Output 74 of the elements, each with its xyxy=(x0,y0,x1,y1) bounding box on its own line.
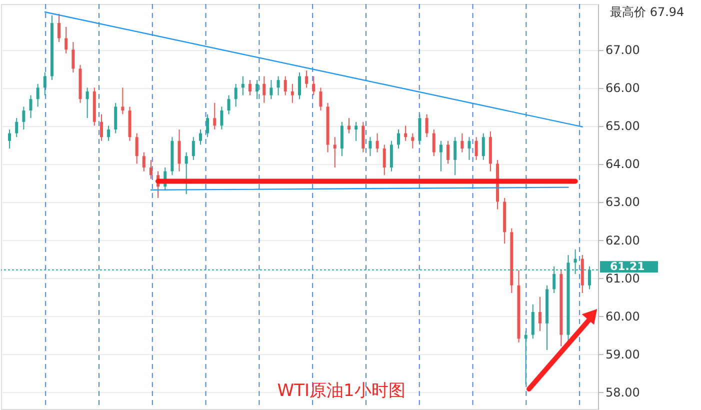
y-tick-label: 67.00 xyxy=(606,43,640,58)
text: 最高价 67.94 xyxy=(610,5,684,19)
candlestick xyxy=(276,76,280,96)
candlestick xyxy=(262,76,266,104)
candlestick xyxy=(319,87,322,111)
candlestick xyxy=(390,140,393,172)
candlestick xyxy=(397,128,400,150)
candlestick xyxy=(213,102,216,130)
y-tick-label: 58.00 xyxy=(606,385,640,400)
candlestick xyxy=(43,72,46,96)
candlestick xyxy=(178,128,181,172)
candlestick xyxy=(439,140,442,172)
y-tick-label: 65.00 xyxy=(606,119,640,134)
candlestick xyxy=(149,159,152,180)
candlestick xyxy=(114,102,118,134)
candlestick xyxy=(460,132,464,153)
candlestick xyxy=(8,128,12,150)
candlestick xyxy=(86,87,89,119)
candlestick xyxy=(72,42,75,73)
candlestick xyxy=(404,125,408,142)
candlestick xyxy=(531,304,534,340)
candlestick xyxy=(107,125,110,142)
candlestick xyxy=(256,80,259,100)
candlestick xyxy=(220,106,224,130)
candlestick xyxy=(100,114,103,142)
candlestick xyxy=(298,72,301,100)
candlestick xyxy=(425,114,428,138)
candlestick xyxy=(354,121,358,142)
candlestick xyxy=(368,136,372,157)
candlestick xyxy=(290,83,294,104)
candlestick xyxy=(192,136,195,160)
y-tick-label: 59.00 xyxy=(606,347,640,362)
candlestick xyxy=(227,94,230,115)
candlestick xyxy=(142,152,146,172)
y-tick-label: 62.00 xyxy=(606,233,640,248)
candlestick xyxy=(58,13,61,43)
candlestick xyxy=(305,70,308,88)
candlestick xyxy=(241,76,244,96)
candlestick xyxy=(184,152,188,195)
y-tick-label: 64.00 xyxy=(606,157,640,172)
candlestick xyxy=(340,121,344,157)
candlestick xyxy=(270,80,273,100)
y-tick-label: 60.00 xyxy=(606,309,640,324)
candlestick xyxy=(312,76,316,96)
candlestick xyxy=(333,136,336,168)
candlestick xyxy=(198,128,202,146)
candlestick xyxy=(382,144,386,176)
candlestick xyxy=(234,83,238,108)
candlestick xyxy=(468,136,471,160)
candlestick xyxy=(206,114,210,138)
candlestick xyxy=(474,136,478,160)
candlestick xyxy=(432,128,436,157)
candlestick xyxy=(22,106,26,130)
candlestick xyxy=(36,83,40,108)
candlestick xyxy=(538,296,542,332)
candlestick xyxy=(454,136,457,176)
text: WTI原油1小时图 xyxy=(277,381,406,401)
candlestick xyxy=(15,118,18,138)
candlestick xyxy=(446,140,450,164)
candlestick xyxy=(362,121,365,153)
candlestick xyxy=(348,118,351,134)
candlestick xyxy=(248,80,252,96)
ref-line-label: 61.21 xyxy=(610,260,645,273)
candlestick xyxy=(284,76,287,96)
y-tick-label: 66.00 xyxy=(606,81,640,96)
candlestick xyxy=(135,132,138,164)
candlestick xyxy=(64,26,68,54)
y-tick-label: 61.00 xyxy=(606,271,640,286)
candlestick xyxy=(376,132,379,153)
candlestick xyxy=(482,132,485,160)
candlestick xyxy=(29,94,32,119)
y-tick-label: 63.00 xyxy=(606,195,640,210)
candlestick xyxy=(121,87,124,115)
candlestick xyxy=(411,132,414,150)
